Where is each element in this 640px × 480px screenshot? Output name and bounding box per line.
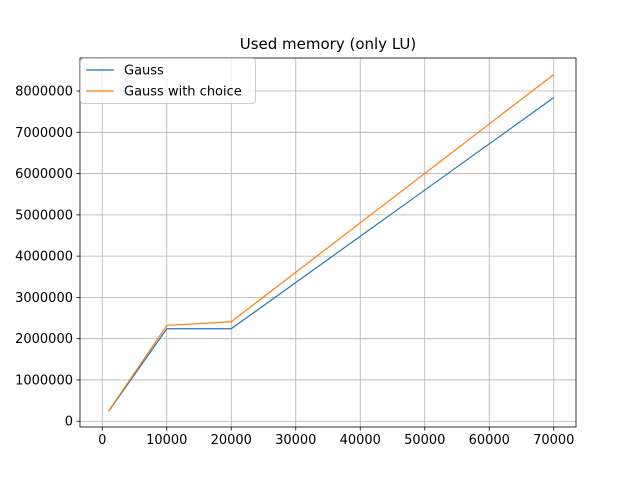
legend-label: Gauss xyxy=(124,64,164,79)
plot-area-frame xyxy=(79,57,577,428)
y-tick-label: 3000000 xyxy=(15,291,73,306)
x-tick-label: 10000 xyxy=(146,433,187,448)
x-tick-label: 20000 xyxy=(211,433,252,448)
y-tick-label: 4000000 xyxy=(15,250,73,265)
y-tick-label: 5000000 xyxy=(15,208,73,223)
y-tick-label: 1000000 xyxy=(15,373,73,388)
series-line-0 xyxy=(108,97,555,412)
legend-box xyxy=(80,58,256,104)
y-axis: 0 1000000 2000000 3000000 4000000 5000000 6000… xyxy=(15,85,80,430)
x-tick-label: 0 xyxy=(98,433,106,448)
x-tick-label: 30000 xyxy=(275,433,316,448)
plot-lines xyxy=(108,74,555,412)
y-tick-label: 6000000 xyxy=(15,167,73,182)
x-tick-label: 40000 xyxy=(340,433,381,448)
x-axis: 0 10000 20000 30000 40000 50000 60000 70000 xyxy=(98,427,574,448)
x-tick-label: 70000 xyxy=(533,433,574,448)
chart-title: Used memory (only LU) xyxy=(240,35,417,53)
legend-label: Gauss with choice xyxy=(124,85,242,100)
y-tick-label: 7000000 xyxy=(15,126,73,141)
y-tick-label: 8000000 xyxy=(15,85,73,100)
x-tick-label: 60000 xyxy=(469,433,510,448)
legend: Gauss Gauss with choice xyxy=(80,58,256,104)
y-tick-label: 2000000 xyxy=(15,332,73,347)
grid xyxy=(80,58,576,427)
series-line-1 xyxy=(108,74,555,412)
x-tick-label: 50000 xyxy=(404,433,445,448)
y-tick-label: 0 xyxy=(65,415,73,430)
